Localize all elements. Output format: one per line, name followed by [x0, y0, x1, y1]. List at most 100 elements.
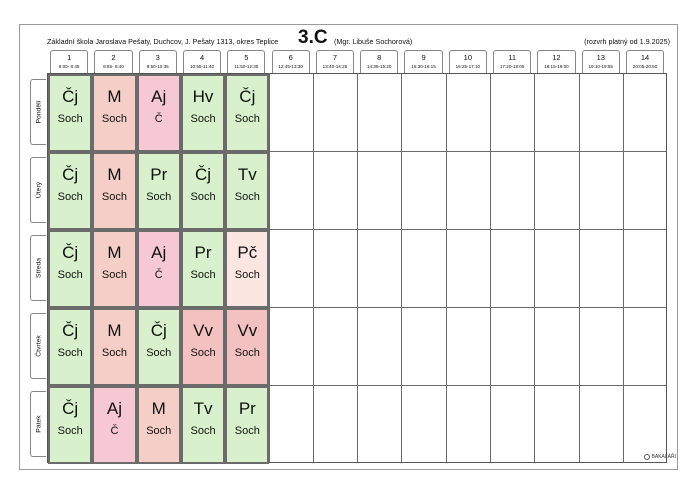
timetable-grid: Čj Soch M Soch Aj Č Hv Soch Čj Soch Čj Soch M Soch Pr S… — [47, 73, 667, 464]
lesson-teacher: Soch — [101, 269, 127, 281]
lesson-cell[interactable]: Čj Soch — [48, 74, 93, 152]
lesson-cell[interactable]: Aj Č — [92, 386, 137, 464]
grid-column-line — [401, 74, 403, 462]
period-time: 16:25-17:10 — [455, 64, 481, 69]
lesson-cell[interactable]: Pr Soch — [136, 152, 181, 230]
bakalari-logo-icon — [643, 454, 650, 460]
lesson-cell[interactable]: Aj Č — [136, 74, 181, 152]
grid-column-line — [312, 74, 314, 462]
grid-column-line — [534, 74, 536, 462]
lesson-cell[interactable]: Pč Soch — [225, 230, 270, 308]
period-time: 9:50-10:35 — [146, 64, 169, 69]
lesson-cell[interactable]: Tv Soch — [180, 386, 226, 464]
lesson-cell[interactable]: M Soch — [92, 230, 137, 308]
lesson-subject: M — [107, 87, 122, 106]
lesson-subject: Čj — [195, 165, 212, 184]
period-time: 14:35-15:20 — [366, 64, 392, 69]
lesson-teacher: Soch — [234, 425, 260, 437]
day-label: Čtvrtek — [30, 313, 46, 379]
lesson-teacher: Soch — [190, 191, 216, 203]
day-name: Pátek — [35, 415, 42, 433]
lesson-subject: Pr — [150, 165, 168, 184]
period-number: 14 — [640, 53, 650, 62]
period-number: 9 — [421, 53, 426, 62]
lesson-teacher: Soch — [57, 113, 83, 125]
period-time: 12:45-13:30 — [278, 64, 303, 69]
period-time: 17:20-18:05 — [499, 64, 525, 69]
lesson-subject: Čj — [62, 165, 79, 184]
lesson-cell[interactable]: M Soch — [92, 152, 137, 230]
period-number: 4 — [199, 53, 205, 62]
period-time: 18:15-19:00 — [544, 64, 569, 69]
period-header: 4 10:55-11:40 — [182, 50, 222, 73]
grid-column-line — [490, 74, 491, 462]
lesson-subject: Pr — [194, 243, 212, 262]
grid-row-line — [48, 229, 666, 230]
period-time: 8:55- 9:40 — [103, 64, 124, 69]
period-time: 19:10-19:55 — [588, 64, 613, 69]
lesson-teacher: Soch — [190, 113, 216, 125]
day-label: Pátek — [30, 391, 46, 457]
period-header: 8 14:35-15:20 — [360, 50, 399, 73]
bakalari-logo-text: BAKALÁŘI — [651, 454, 676, 460]
lesson-cell[interactable]: Čj Soch — [180, 152, 226, 230]
lesson-subject: Aj — [106, 399, 122, 418]
period-number: 10 — [463, 53, 472, 62]
grid-column-line — [357, 74, 359, 462]
period-time: 10:55-11:40 — [189, 64, 215, 69]
period-number: 5 — [244, 53, 249, 62]
grid-column-line — [622, 74, 624, 462]
period-number: 7 — [332, 53, 338, 62]
lesson-cell[interactable]: Tv Soch — [225, 152, 270, 230]
period-time: 13:40-14:25 — [322, 64, 348, 69]
lesson-teacher: Soch — [190, 425, 216, 437]
period-header: 5 11:50-12:35 — [227, 50, 266, 73]
period-time: 20:05-20:50 — [632, 64, 658, 69]
period-number: 8 — [377, 53, 382, 62]
grid-row-line — [48, 151, 666, 152]
lesson-teacher: Soch — [146, 347, 172, 359]
lesson-teacher: Soch — [190, 269, 216, 281]
lesson-teacher: Soch — [146, 191, 172, 203]
lesson-subject: M — [107, 165, 122, 184]
lesson-cell[interactable]: Čj Soch — [136, 308, 181, 386]
period-time: 8:00- 8:45 — [58, 64, 80, 69]
lesson-teacher: Soch — [101, 191, 127, 203]
lesson-cell[interactable]: M Soch — [136, 386, 181, 464]
lesson-subject: Čj — [62, 243, 79, 262]
lesson-cell[interactable]: Čj Soch — [48, 386, 93, 464]
lesson-cell[interactable]: Čj Soch — [48, 152, 93, 230]
lesson-teacher: Soch — [57, 191, 83, 203]
lesson-cell[interactable]: Vv Soch — [180, 308, 226, 386]
day-name: Pondělí — [35, 100, 42, 124]
day-name: Úterý — [35, 181, 42, 199]
lesson-subject: Tv — [237, 165, 257, 184]
lesson-cell[interactable]: Čj Soch — [48, 230, 93, 308]
lesson-subject: M — [107, 321, 122, 340]
period-header: 14 20:05-20:50 — [625, 50, 665, 73]
lesson-cell[interactable]: Hv Soch — [180, 74, 226, 152]
lesson-subject: Čj — [62, 321, 79, 340]
lesson-teacher: Soch — [146, 425, 172, 437]
lesson-cell[interactable]: M Soch — [92, 308, 137, 386]
lesson-subject: Pr — [238, 399, 256, 418]
period-header: 1 8:00- 8:45 — [50, 50, 89, 73]
lesson-cell[interactable]: Čj Soch — [48, 308, 93, 386]
lesson-subject: Čj — [62, 399, 79, 418]
lesson-subject: M — [107, 243, 122, 262]
lesson-cell[interactable]: Aj Č — [136, 230, 181, 308]
lesson-cell[interactable]: Pr Soch — [180, 230, 226, 308]
period-number: 11 — [508, 53, 517, 62]
period-number: 2 — [111, 53, 116, 62]
class-teacher: (Mgr. Libuše Sochorová) — [334, 37, 413, 46]
period-time: 11:50-12:35 — [234, 64, 259, 69]
period-header: 10 16:25-17:10 — [448, 50, 487, 73]
period-header: 13 19:10-19:55 — [581, 50, 620, 73]
period-header: 2 8:55- 9:40 — [94, 50, 133, 73]
lesson-subject: Aj — [151, 243, 167, 262]
lesson-cell[interactable]: M Soch — [92, 74, 137, 152]
lesson-cell[interactable]: Vv Soch — [225, 308, 270, 386]
lesson-cell[interactable]: Čj Soch — [225, 74, 270, 152]
bakalari-logo: BAKALÁŘI — [643, 454, 676, 460]
lesson-cell[interactable]: Pr Soch — [225, 386, 270, 464]
